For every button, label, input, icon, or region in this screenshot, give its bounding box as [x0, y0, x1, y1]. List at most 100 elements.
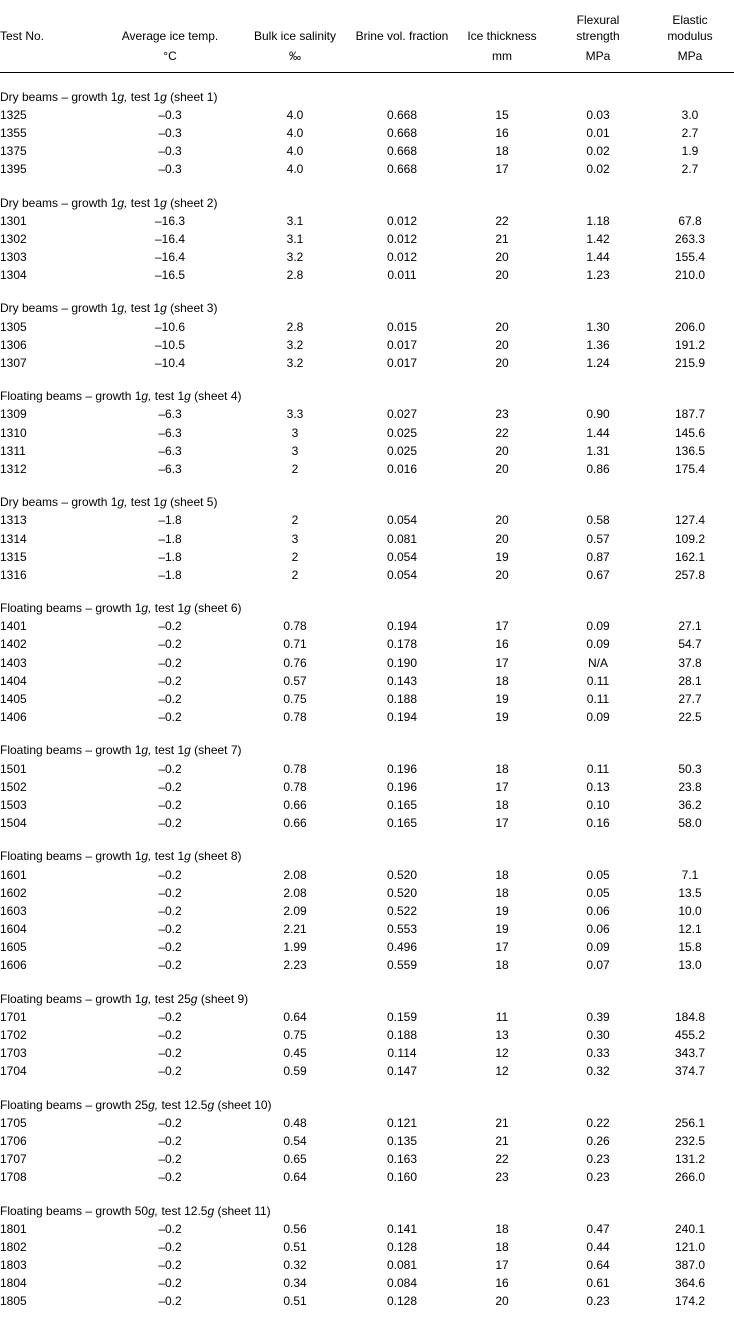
cell: 1314	[0, 530, 100, 548]
cell: 0.10	[550, 796, 646, 814]
cell: 0.33	[550, 1044, 646, 1062]
cell: 1.9	[646, 142, 734, 160]
cell: 4.0	[240, 124, 350, 142]
cell: 3.2	[240, 354, 350, 372]
cell: 0.02	[550, 160, 646, 178]
cell: 121.0	[646, 1238, 734, 1256]
cell: –0.2	[100, 654, 240, 672]
group-title-italic: g	[160, 495, 167, 509]
cell: 0.03	[550, 106, 646, 124]
table-row: 1405–0.20.750.188190.1127.7	[0, 690, 734, 708]
cell: –0.2	[100, 902, 240, 920]
group-title-text: (sheet 1)	[167, 90, 218, 104]
group-title-text: Dry beams – growth 1	[0, 196, 117, 210]
table-row: 1502–0.20.780.196170.1323.8	[0, 778, 734, 796]
cell: 0.017	[350, 354, 454, 372]
group-title-row: Dry beams – growth 1g, test 1g (sheet 2)	[0, 191, 734, 212]
cell: 240.1	[646, 1220, 734, 1238]
group-title-text: (sheet 6)	[191, 601, 242, 615]
cell: 0.78	[240, 617, 350, 635]
cell: 1504	[0, 814, 100, 832]
spacer-row	[0, 1081, 734, 1093]
table-row: 1604–0.22.210.553190.0612.1	[0, 920, 734, 938]
cell: 0.06	[550, 920, 646, 938]
cell: 1503	[0, 796, 100, 814]
table-row: 1306–10.53.20.017201.36191.2	[0, 336, 734, 354]
cell: 0.64	[240, 1168, 350, 1186]
cell: 0.012	[350, 230, 454, 248]
cell: 1702	[0, 1026, 100, 1044]
cell: 1.31	[550, 442, 646, 460]
cell: 1.44	[550, 424, 646, 442]
spacer-row	[0, 179, 734, 191]
group-title-italic: g,	[141, 849, 151, 863]
table-row: 1305–10.62.80.015201.30206.0	[0, 318, 734, 336]
cell: –0.2	[100, 1114, 240, 1132]
cell: 0.57	[240, 672, 350, 690]
table-row: 1708–0.20.640.160230.23266.0	[0, 1168, 734, 1186]
group-title-italic: g	[184, 389, 191, 403]
table-row: 1704–0.20.590.147120.32374.7	[0, 1062, 734, 1080]
cell: 18	[454, 142, 550, 160]
cell: 0.01	[550, 124, 646, 142]
cell: 0.75	[240, 690, 350, 708]
cell: –6.3	[100, 405, 240, 423]
cell: 1355	[0, 124, 100, 142]
group-title-text: Dry beams – growth 1	[0, 90, 117, 104]
group-title-italic: g,	[117, 495, 127, 509]
group-title-text: test 1	[127, 90, 160, 104]
cell: 0.522	[350, 902, 454, 920]
group-title-text: Floating beams – growth 1	[0, 389, 141, 403]
cell: 1404	[0, 672, 100, 690]
group-title-italic: g	[184, 601, 191, 615]
cell: 232.5	[646, 1132, 734, 1150]
cell: 0.520	[350, 866, 454, 884]
cell: 27.1	[646, 617, 734, 635]
cell: –0.2	[100, 884, 240, 902]
cell: 0.496	[350, 938, 454, 956]
cell: 0.23	[550, 1292, 646, 1310]
cell: 28.1	[646, 672, 734, 690]
cell: 0.012	[350, 212, 454, 230]
table-row: 1403–0.20.760.19017N/A37.8	[0, 654, 734, 672]
cell: 0.59	[240, 1062, 350, 1080]
cell: 1805	[0, 1292, 100, 1310]
table-row: 1501–0.20.780.196180.1150.3	[0, 760, 734, 778]
cell: 1309	[0, 405, 100, 423]
cell: 0.027	[350, 405, 454, 423]
group-title-italic: g	[184, 849, 191, 863]
cell: –0.2	[100, 1220, 240, 1238]
cell: –0.2	[100, 1062, 240, 1080]
group-title-text: (sheet 5)	[167, 495, 218, 509]
group-title-row: Floating beams – growth 1g, test 1g (she…	[0, 596, 734, 617]
group-title-text: test 12.5	[158, 1098, 207, 1112]
table-row: 1406–0.20.780.194190.0922.5	[0, 708, 734, 726]
cell: 16	[454, 1274, 550, 1292]
table-row: 1602–0.22.080.520180.0513.5	[0, 884, 734, 902]
cell: –0.3	[100, 160, 240, 178]
cell: 4.0	[240, 106, 350, 124]
cell: 19	[454, 690, 550, 708]
table-row: 1325–0.34.00.668150.033.0	[0, 106, 734, 124]
cell: –6.3	[100, 460, 240, 478]
table-row: 1503–0.20.660.165180.1036.2	[0, 796, 734, 814]
table-row: 1804–0.20.340.084160.61364.6	[0, 1274, 734, 1292]
cell: 1405	[0, 690, 100, 708]
cell: 0.87	[550, 548, 646, 566]
cell: 1402	[0, 635, 100, 653]
cell: 0.016	[350, 460, 454, 478]
cell: 1.99	[240, 938, 350, 956]
group-title-italic: g,	[117, 301, 127, 315]
cell: 0.75	[240, 1026, 350, 1044]
cell: 127.4	[646, 511, 734, 529]
group-title-italic: g,	[141, 743, 151, 757]
cell: 20	[454, 511, 550, 529]
cell: 210.0	[646, 266, 734, 284]
cell: 0.025	[350, 442, 454, 460]
table-row: 1307–10.43.20.017201.24215.9	[0, 354, 734, 372]
cell: 2	[240, 548, 350, 566]
table-row: 1803–0.20.320.081170.64387.0	[0, 1256, 734, 1274]
group-title-text: test 1	[151, 743, 184, 757]
cell: 257.8	[646, 566, 734, 584]
cell: 1302	[0, 230, 100, 248]
